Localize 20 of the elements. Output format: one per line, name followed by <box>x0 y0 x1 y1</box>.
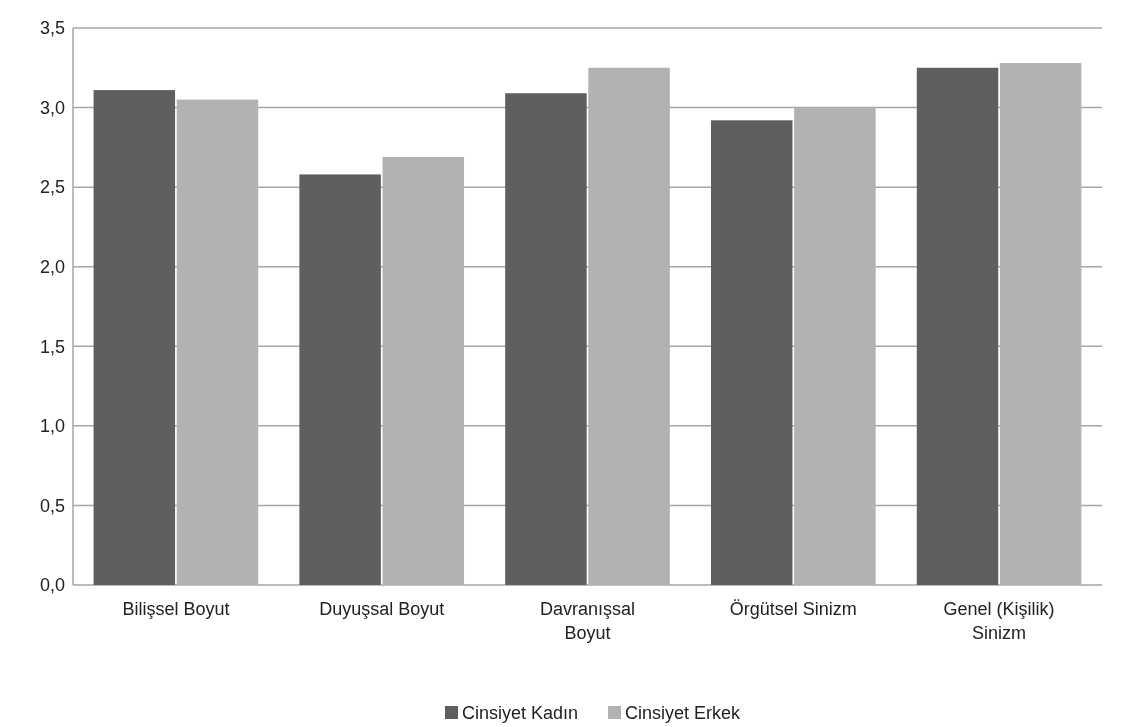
x-tick-label: Genel (Kişilik) Sinizm <box>943 599 1055 643</box>
y-tick-label: 1,5 <box>39 336 65 357</box>
y-tick-label: 0,5 <box>39 495 65 516</box>
x-tick-label: Duyuşsal Boyut <box>319 599 445 619</box>
bar <box>93 90 176 585</box>
y-tick-label: 3,5 <box>39 18 65 39</box>
y-tick-label: 2,0 <box>39 257 65 278</box>
x-tick-label: Örgütsel Sinizm <box>729 599 857 619</box>
y-tick-label: 1,0 <box>39 416 65 437</box>
legend-label: Cinsiyet Kadın <box>462 703 579 724</box>
bar <box>505 93 587 585</box>
bar <box>299 174 381 585</box>
x-tick-label: Bilişsel Boyut <box>122 599 230 619</box>
y-tick-label: 0,0 <box>39 575 65 596</box>
x-tick-label: Davranışsal Boyut <box>539 599 636 643</box>
bar <box>710 120 793 585</box>
y-tick-label: 2,5 <box>39 177 65 198</box>
legend-label: Cinsiyet Erkek <box>625 703 742 724</box>
bar <box>916 67 999 585</box>
y-tick-label: 3,0 <box>39 97 65 118</box>
